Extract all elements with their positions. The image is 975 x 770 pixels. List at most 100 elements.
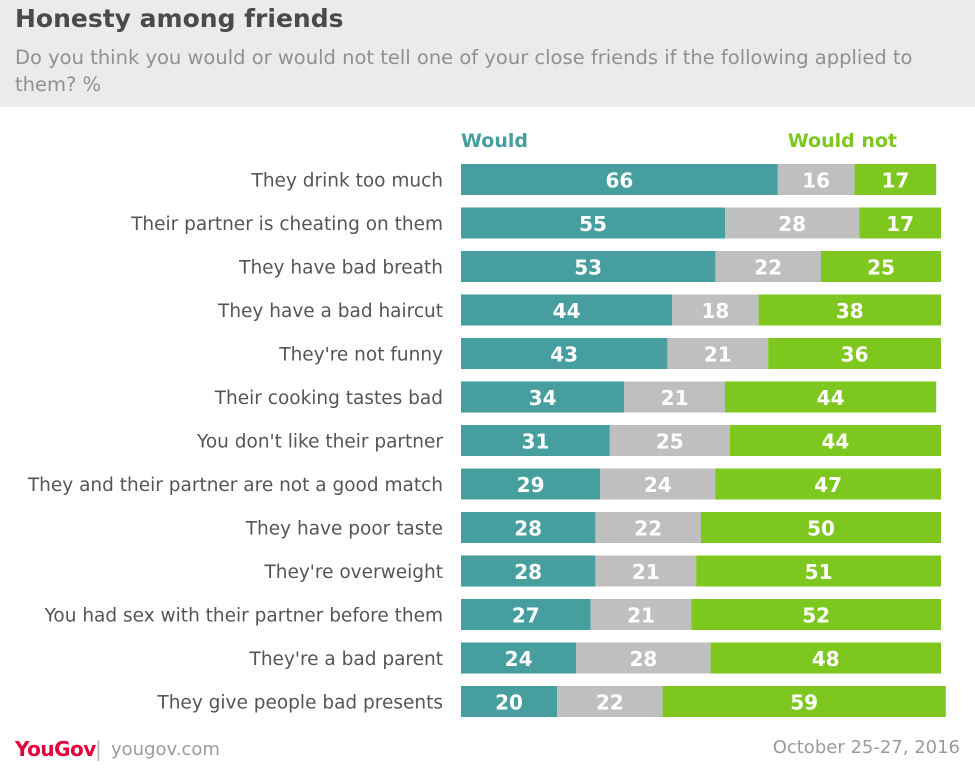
- legend-would: Would: [461, 130, 528, 152]
- data-label-would-not: 25: [867, 256, 895, 280]
- data-label-dont-know: 25: [656, 430, 684, 454]
- bar-segment-would-not: [701, 512, 941, 543]
- header-band: Honesty among friends Do you think you w…: [0, 0, 975, 107]
- bar-segment-would: [461, 468, 601, 500]
- data-label-dont-know: 22: [596, 691, 624, 715]
- data-label-dont-know: 21: [704, 343, 732, 367]
- bar-row: They're not funny 43 21 36: [278, 338, 941, 369]
- bar-row: Their cooking tastes bad 34 21 44: [214, 381, 937, 413]
- bar-segment-would-not: [854, 164, 937, 195]
- data-label-dont-know: 21: [627, 604, 655, 628]
- bar-segment-dont-know: [576, 642, 711, 674]
- data-label-would-not: 17: [886, 212, 914, 236]
- bar-segment-would: [461, 642, 577, 674]
- data-label-would-not: 38: [836, 299, 864, 323]
- data-label-would: 43: [550, 343, 578, 367]
- category-label: They have poor taste: [245, 519, 443, 540]
- bar-segment-would-not: [729, 425, 941, 456]
- data-label-would: 34: [529, 386, 557, 410]
- bar-row: Their partner is cheating on them 55 28 17: [130, 207, 941, 239]
- bar-segment-dont-know: [777, 164, 855, 195]
- data-label-dont-know: 16: [802, 169, 830, 193]
- bar-segment-would-not: [691, 599, 941, 630]
- bar-row: They have a bad haircut 44 18 38: [217, 294, 941, 326]
- data-label-would-not: 44: [821, 430, 849, 454]
- data-label-would-not: 36: [841, 343, 869, 367]
- bar-segment-would-not: [715, 468, 941, 500]
- category-label: You don't like their partner: [196, 432, 443, 453]
- category-label: They drink too much: [251, 171, 443, 192]
- bar-segment-would: [461, 381, 625, 413]
- bar-segment-dont-know: [595, 512, 701, 543]
- category-label: They're overweight: [263, 562, 443, 583]
- bar-segment-dont-know: [624, 381, 725, 413]
- data-label-would-not: 52: [802, 604, 830, 628]
- bar-segment-would: [461, 164, 778, 195]
- data-label-would: 24: [505, 647, 533, 671]
- data-label-dont-know: 22: [754, 256, 782, 280]
- bar-row: They're a bad parent 24 28 48: [249, 642, 941, 674]
- bar-segment-would: [461, 207, 725, 239]
- data-label-would-not: 47: [814, 473, 842, 497]
- bar-segment-would: [461, 294, 673, 326]
- data-label-dont-know: 24: [644, 473, 672, 497]
- bar-segment-would: [461, 686, 557, 717]
- bar-segment-would-not: [768, 338, 941, 369]
- chart-subtitle: Do you think you would or would not tell…: [15, 46, 913, 96]
- category-label: They have bad breath: [238, 258, 443, 279]
- bar-segment-dont-know: [557, 686, 663, 717]
- data-label-would: 55: [579, 212, 607, 236]
- bar-segment-would-not: [710, 642, 941, 674]
- category-label: Their cooking tastes bad: [214, 388, 443, 409]
- data-label-would-not: 44: [817, 386, 845, 410]
- data-label-would-not: 59: [790, 691, 818, 715]
- bar-row: You had sex with their partner before th…: [44, 599, 941, 630]
- bar-row: They have poor taste 28 22 50: [245, 512, 941, 543]
- category-label: They and their partner are not a good ma…: [27, 475, 443, 496]
- bar-segment-dont-know: [595, 555, 697, 587]
- bar-segment-dont-know: [725, 207, 860, 239]
- bar-segment-would-not: [725, 381, 937, 413]
- bar-segment-dont-know: [672, 294, 759, 326]
- bar-segment-would: [461, 555, 596, 587]
- yougov-logo: YouGov: [15, 737, 96, 761]
- bar-row: They have bad breath 53 22 25: [238, 251, 941, 282]
- chart-title: Honesty among friends: [15, 4, 344, 33]
- data-label-dont-know: 28: [629, 647, 657, 671]
- bar-segment-would: [461, 599, 591, 630]
- data-label-dont-know: 21: [632, 560, 660, 584]
- bar-segment-would: [461, 338, 668, 369]
- data-label-would: 28: [514, 560, 542, 584]
- bar-segment-dont-know: [609, 425, 730, 456]
- data-label-dont-know: 22: [634, 517, 662, 541]
- bar-segment-would-not: [696, 555, 941, 587]
- data-label-would-not: 48: [812, 647, 840, 671]
- category-label: You had sex with their partner before th…: [44, 606, 443, 627]
- bar-segment-dont-know: [667, 338, 769, 369]
- category-label: They give people bad presents: [156, 693, 443, 714]
- category-label: They're a bad parent: [249, 649, 443, 670]
- bar-row: They're overweight 28 21 51: [263, 555, 941, 587]
- data-label-would: 44: [553, 299, 581, 323]
- bar-segment-dont-know: [590, 599, 692, 630]
- data-label-would-not: 17: [881, 169, 909, 193]
- data-label-would: 29: [517, 473, 545, 497]
- data-label-would: 20: [495, 691, 523, 715]
- data-label-dont-know: 21: [661, 386, 689, 410]
- footer-website: yougov.com: [111, 739, 220, 760]
- category-label: They're not funny: [278, 345, 443, 366]
- bar-row: You don't like their partner 31 25 44: [196, 425, 941, 456]
- bar-segment-would-not: [662, 686, 946, 717]
- data-label-would-not: 51: [805, 560, 833, 584]
- data-label-would: 31: [521, 430, 549, 454]
- data-label-would-not: 50: [807, 517, 835, 541]
- bar-row: They drink too much 66 16 17: [251, 164, 937, 195]
- data-label-would: 66: [605, 169, 633, 193]
- bar-segment-would-not: [758, 294, 941, 326]
- category-label: Their partner is cheating on them: [130, 214, 443, 235]
- bar-row: They give people bad presents 20 22 59: [156, 686, 946, 717]
- bar-segment-would-not: [821, 251, 941, 282]
- data-label-dont-know: 18: [701, 299, 729, 323]
- stacked-bar-chart: They drink too much 66 16 17 Their partner i…: [27, 164, 946, 717]
- bar-row: They and their partner are not a good ma…: [27, 468, 941, 500]
